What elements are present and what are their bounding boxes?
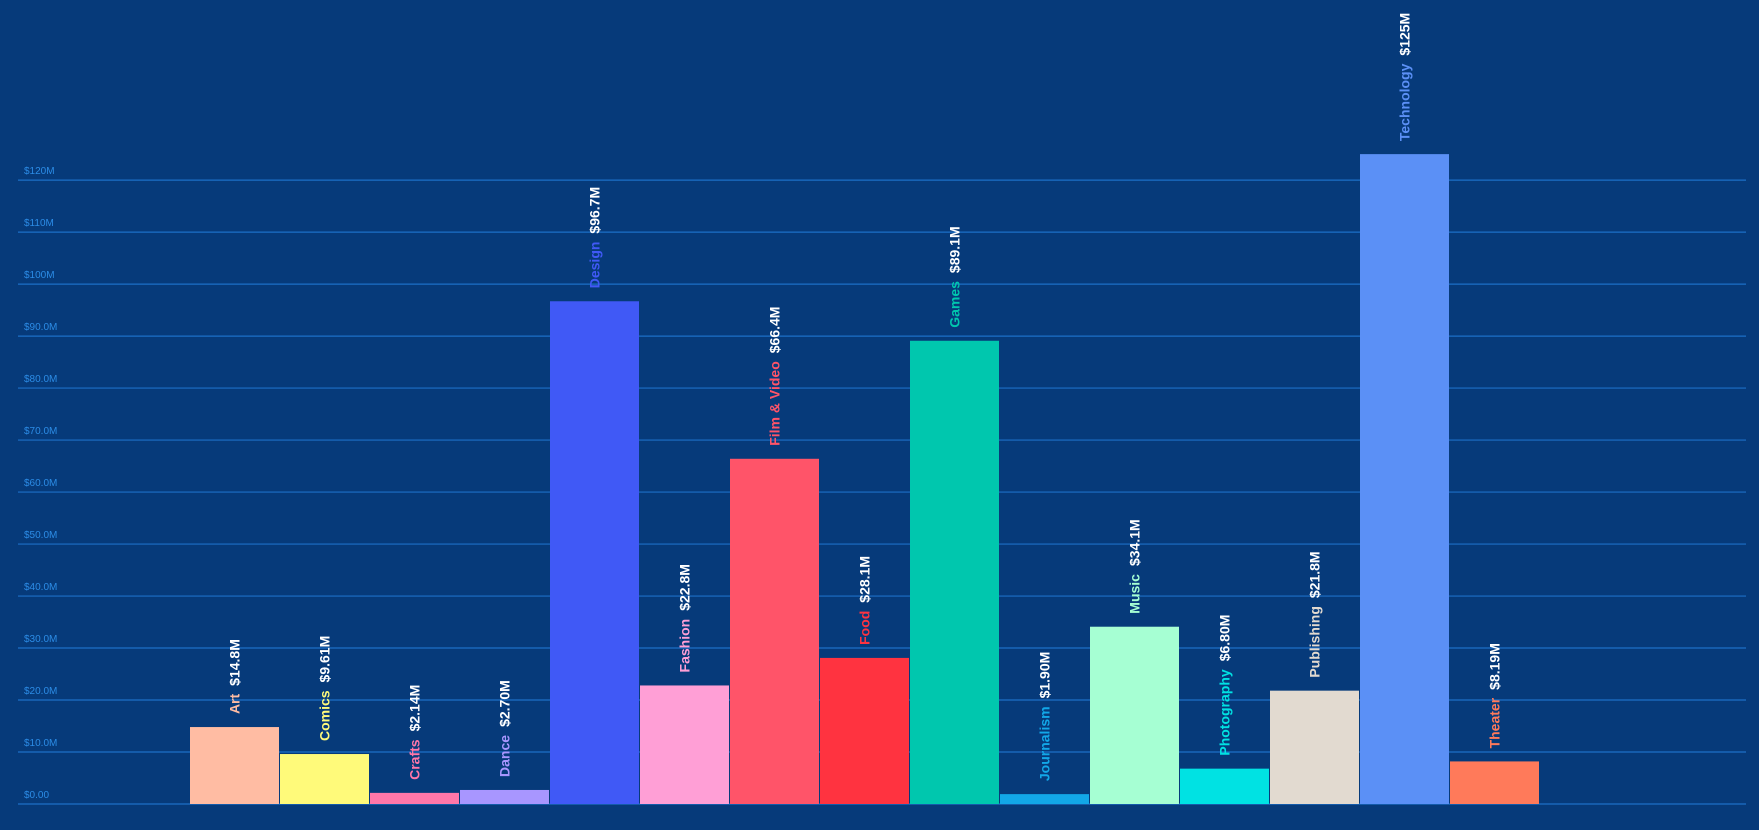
category-label: Theater — [1487, 697, 1503, 748]
bar-crafts[interactable] — [370, 792, 459, 804]
bar-label: Publishing $21.8M — [1307, 551, 1323, 677]
y-tick-label: $60.0M — [24, 478, 57, 489]
value-label: $34.1M — [1127, 519, 1143, 566]
category-label: Food — [857, 611, 873, 645]
category-label: Art — [227, 693, 243, 714]
bar-label: Games $89.1M — [947, 226, 963, 327]
bar-label: Journalism $1.90M — [1037, 652, 1053, 781]
bar-games[interactable] — [910, 340, 999, 804]
bar-publishing[interactable] — [1270, 690, 1359, 804]
bar-label: Technology $125M — [1397, 13, 1413, 141]
y-tick-label: $70.0M — [24, 426, 57, 437]
category-label: Crafts — [407, 739, 423, 780]
category-label: Dance — [497, 735, 513, 777]
value-label: $89.1M — [947, 226, 963, 273]
bar-photography[interactable] — [1180, 768, 1269, 804]
value-label: $66.4M — [767, 307, 783, 354]
category-label: Journalism — [1037, 706, 1053, 781]
y-tick-label: $120M — [24, 166, 55, 177]
bar-label: Crafts $2.14M — [407, 685, 423, 780]
value-label: $2.70M — [497, 680, 513, 727]
y-tick-label: $90.0M — [24, 322, 57, 333]
bar-label: Comics $9.61M — [317, 636, 333, 741]
value-label: $9.61M — [317, 636, 333, 683]
bar-label: Film & Video $66.4M — [767, 307, 783, 446]
value-label: $6.80M — [1217, 615, 1233, 662]
y-tick-label: $100M — [24, 270, 55, 281]
bar-label: Photography $6.80M — [1217, 615, 1233, 756]
bar-label: Food $28.1M — [857, 556, 873, 645]
category-label: Publishing — [1307, 606, 1323, 678]
bar-fashion[interactable] — [640, 685, 729, 804]
y-tick-label: $0.00 — [24, 790, 49, 801]
bar-technology[interactable] — [1360, 154, 1449, 804]
category-label: Games — [947, 281, 963, 328]
y-tick-label: $110M — [24, 218, 54, 229]
category-label: Music — [1127, 574, 1143, 614]
bar-dance[interactable] — [460, 789, 549, 804]
y-tick-label: $40.0M — [24, 582, 57, 593]
category-label: Film & Video — [767, 361, 783, 446]
value-label: $125M — [1397, 13, 1413, 56]
y-tick-label: $30.0M — [24, 634, 57, 645]
category-label: Comics — [317, 690, 333, 741]
y-tick-label: $80.0M — [24, 374, 57, 385]
bar-label: Dance $2.70M — [497, 680, 513, 777]
value-label: $21.8M — [1307, 551, 1323, 598]
bar-label: Fashion $22.8M — [677, 564, 693, 672]
value-label: $96.7M — [587, 187, 603, 234]
value-label: $8.19M — [1487, 643, 1503, 690]
bar-music[interactable] — [1090, 626, 1179, 804]
category-label: Fashion — [677, 619, 693, 673]
bar-film-video[interactable] — [730, 458, 819, 804]
value-label: $14.8M — [227, 639, 243, 686]
value-label: $1.90M — [1037, 652, 1053, 699]
bar-theater[interactable] — [1450, 761, 1539, 804]
value-label: $22.8M — [677, 564, 693, 611]
bar-label: Theater $8.19M — [1487, 643, 1503, 748]
bar-label: Music $34.1M — [1127, 519, 1143, 613]
bar-design[interactable] — [550, 301, 639, 804]
y-tick-label: $50.0M — [24, 530, 57, 541]
bar-label: Art $14.8M — [227, 639, 243, 714]
bar-journalism[interactable] — [1000, 794, 1089, 804]
category-label: Technology — [1397, 63, 1413, 141]
y-tick-label: $20.0M — [24, 686, 57, 697]
bar-art[interactable] — [190, 727, 279, 804]
value-label: $2.14M — [407, 685, 423, 732]
category-label: Design — [587, 242, 603, 289]
bar-label: Design $96.7M — [587, 187, 603, 288]
y-tick-label: $10.0M — [24, 738, 57, 749]
bar-food[interactable] — [820, 657, 909, 804]
value-label: $28.1M — [857, 556, 873, 603]
bar-comics[interactable] — [280, 754, 369, 804]
category-label: Photography — [1217, 669, 1233, 756]
